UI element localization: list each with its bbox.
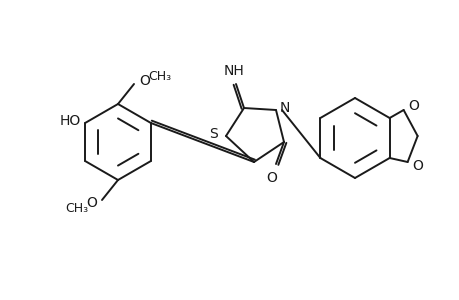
Text: O: O	[139, 74, 150, 88]
Text: NH: NH	[223, 64, 244, 78]
Text: HO: HO	[60, 114, 81, 128]
Text: O: O	[408, 99, 419, 113]
Text: CH₃: CH₃	[65, 202, 88, 214]
Text: O: O	[86, 196, 97, 210]
Text: CH₃: CH₃	[148, 70, 171, 83]
Text: S: S	[209, 127, 218, 141]
Text: O: O	[412, 159, 423, 173]
Text: O: O	[266, 171, 277, 185]
Text: N: N	[280, 101, 290, 115]
